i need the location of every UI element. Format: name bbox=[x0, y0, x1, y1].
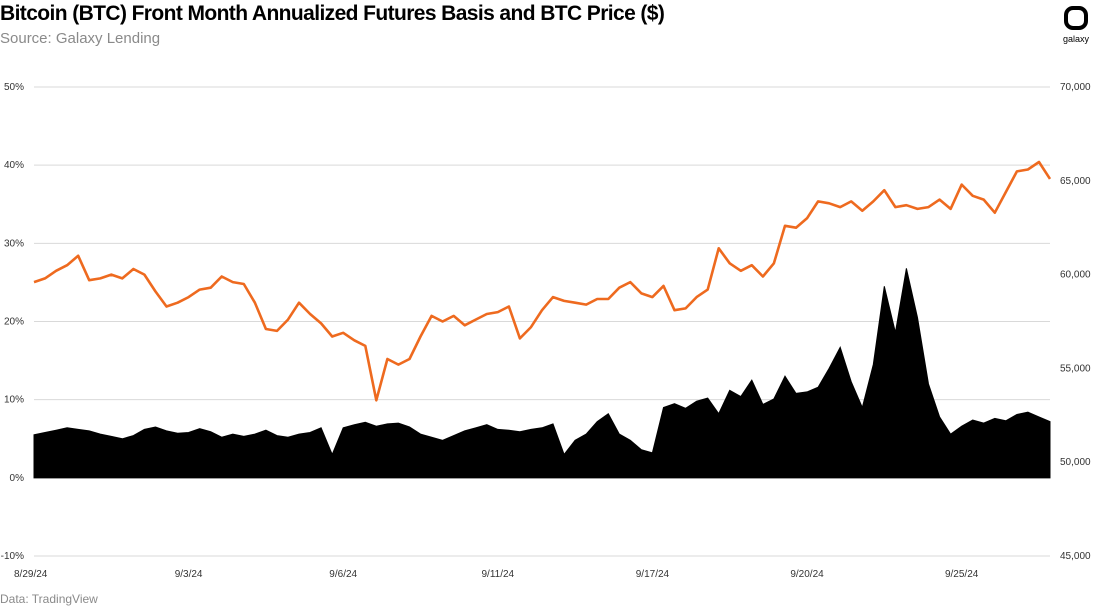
left-tick-label: 50% bbox=[4, 82, 24, 93]
left-axis-ticks: -10% 0% 10% 20% 30% 40% 50% bbox=[1, 82, 24, 562]
left-tick-label: -10% bbox=[1, 551, 24, 562]
right-tick-label: 70,000 bbox=[1060, 82, 1091, 93]
right-tick-label: 45,000 bbox=[1060, 551, 1091, 562]
x-tick-label: 9/11/24 bbox=[482, 569, 515, 580]
galaxy-logo: galaxy bbox=[1058, 6, 1094, 44]
left-tick-label: 20% bbox=[4, 317, 24, 328]
btc-price-line bbox=[33, 160, 1052, 402]
right-tick-label: 50,000 bbox=[1060, 457, 1091, 468]
x-tick-label: 9/17/24 bbox=[636, 569, 670, 580]
left-tick-label: 30% bbox=[4, 238, 24, 249]
right-tick-label: 65,000 bbox=[1060, 176, 1091, 187]
left-tick-label: 40% bbox=[4, 160, 24, 171]
logo-text: galaxy bbox=[1062, 34, 1089, 44]
x-tick-label: 9/3/24 bbox=[175, 569, 203, 580]
chart-title: Bitcoin (BTC) Front Month Annualized Fut… bbox=[0, 2, 665, 25]
x-tick-label: 9/20/24 bbox=[790, 569, 824, 580]
left-tick-label: 0% bbox=[10, 473, 25, 484]
data-source: Data: TradingView bbox=[0, 592, 98, 606]
x-tick-label: 8/29/24 bbox=[14, 569, 48, 580]
right-tick-label: 60,000 bbox=[1060, 270, 1091, 281]
x-tick-label: 9/6/24 bbox=[329, 569, 357, 580]
left-tick-label: 10% bbox=[4, 395, 24, 406]
basis-area bbox=[33, 268, 1051, 479]
chart-subtitle: Source: Galaxy Lending bbox=[0, 30, 161, 47]
right-axis-ticks: 45,000 50,000 55,000 60,000 65,000 70,000 bbox=[1060, 82, 1091, 562]
x-axis-ticks: 8/29/24 9/3/24 9/6/24 9/11/24 9/17/24 9/20/24… bbox=[14, 569, 979, 580]
chart-series bbox=[33, 160, 1052, 479]
galaxy-logo-icon bbox=[1064, 6, 1088, 30]
right-tick-label: 55,000 bbox=[1060, 363, 1091, 374]
x-tick-label: 9/25/24 bbox=[945, 569, 979, 580]
